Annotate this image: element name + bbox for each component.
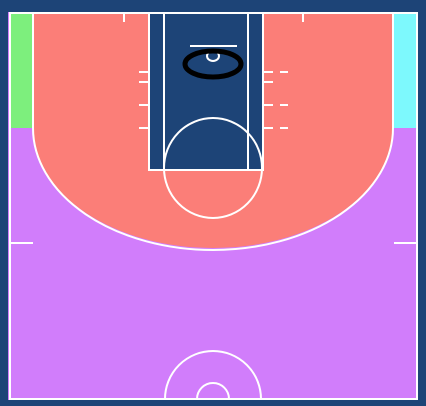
zone-left-corner[interactable] <box>11 14 33 128</box>
court-lines <box>9 12 418 400</box>
zone-right-corner[interactable] <box>394 14 417 128</box>
paint-area <box>149 12 263 170</box>
free-throw-circle <box>163 117 263 219</box>
inner-lane-lines <box>163 13 249 170</box>
lane-hash-marks <box>139 71 288 129</box>
center-circle-outer <box>164 350 262 400</box>
hoop-marker-icon[interactable] <box>182 48 244 80</box>
three-point-line <box>32 13 394 251</box>
lane-lines <box>148 13 264 171</box>
boundary-line <box>9 12 418 400</box>
center-circle-inner <box>196 382 230 400</box>
baseline-ticks <box>123 13 304 22</box>
